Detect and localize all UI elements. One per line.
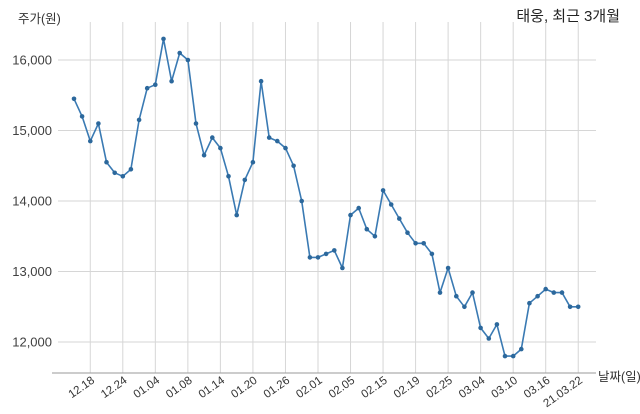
data-point-marker [323, 251, 329, 257]
data-point-marker [226, 174, 231, 179]
data-point-marker [291, 163, 296, 169]
data-point-marker [96, 121, 101, 126]
data-point-marker [470, 290, 475, 295]
data-point-marker [535, 293, 540, 299]
data-point-marker [315, 255, 321, 260]
data-point-marker [218, 145, 223, 151]
data-point-marker [234, 212, 239, 218]
data-point-marker [136, 117, 142, 123]
data-point-marker [567, 304, 573, 310]
data-point-marker [510, 353, 516, 359]
x-tick-label: 12.24 [99, 374, 130, 401]
data-point-marker [445, 265, 451, 271]
data-point-marker [478, 325, 483, 331]
data-point-marker [193, 121, 199, 126]
x-axis-title: 날짜(일) [598, 370, 640, 384]
data-point-marker [332, 248, 337, 253]
data-point-marker [79, 114, 85, 119]
data-point-marker [421, 241, 427, 246]
x-tick-label: 02.19 [392, 375, 422, 401]
x-tick-label: 01.04 [132, 374, 163, 401]
data-point-marker [242, 177, 248, 183]
y-tick-label: 12,000 [12, 335, 52, 350]
data-point-marker [437, 290, 443, 295]
data-point-marker [153, 82, 158, 87]
data-point-marker [413, 241, 418, 246]
data-point-marker [372, 234, 378, 239]
data-point-marker [250, 159, 256, 165]
data-point-marker [356, 205, 362, 211]
data-point-marker [104, 159, 109, 165]
data-point-marker [519, 346, 524, 352]
data-point-marker [112, 170, 117, 176]
data-point-marker [144, 85, 150, 91]
x-tick-label: 02.01 [294, 375, 324, 401]
data-point-marker [307, 255, 313, 260]
y-axis-title: 주가(원) [18, 12, 61, 26]
vertical-gridlines [89, 22, 579, 373]
data-point-marker [388, 202, 394, 207]
y-tick-label: 15,000 [12, 123, 52, 138]
data-point-marker [502, 353, 508, 359]
data-point-marker [128, 167, 134, 172]
data-point-marker [88, 138, 93, 144]
data-point-marker [169, 78, 174, 84]
data-point-marker [299, 198, 305, 204]
data-point-marker [348, 212, 353, 218]
x-tick-label: 03.04 [457, 374, 488, 401]
data-point-marker [364, 226, 370, 232]
x-tick-label: 01.20 [229, 375, 259, 401]
x-tick-label: 02.05 [327, 375, 357, 401]
y-tick-label: 13,000 [12, 264, 52, 279]
x-tick-label: 03.10 [489, 375, 519, 401]
y-tick-label: 16,000 [12, 53, 52, 68]
data-point-marker [454, 293, 459, 299]
x-tick-label: 01.26 [262, 375, 292, 401]
x-tick-label: 01.14 [197, 374, 228, 401]
data-point-marker [527, 300, 532, 306]
data-point-marker [283, 145, 288, 151]
x-tick-label: 02.25 [424, 375, 454, 401]
chart-title: 태웅, 최근 3개월 [516, 8, 620, 25]
data-point-marker [120, 174, 126, 179]
data-point-marker [275, 138, 280, 144]
data-point-marker [405, 230, 410, 235]
data-point-marker [543, 286, 548, 292]
data-point-marker [559, 290, 565, 295]
data-point-marker [340, 265, 345, 271]
x-tick-label: 02.15 [359, 375, 389, 401]
data-point-marker [429, 251, 435, 257]
data-point-marker [397, 216, 402, 221]
data-point-marker [201, 152, 207, 158]
price-series [71, 36, 581, 359]
data-point-marker [185, 57, 191, 63]
data-point-marker [462, 304, 467, 310]
data-point-marker [575, 304, 581, 310]
y-tick-labels: 12,000 13,000 14,000 15,000 16,000 [12, 53, 52, 350]
data-point-marker [486, 336, 492, 341]
data-point-marker [494, 322, 500, 327]
data-point-marker [71, 96, 77, 102]
data-point-marker [266, 135, 272, 140]
data-point-marker [380, 188, 386, 193]
data-point-marker [210, 135, 215, 140]
data-point-marker [258, 78, 264, 84]
data-point-marker [177, 50, 182, 56]
x-tick-label: 01.08 [164, 375, 194, 401]
x-tick-label: 12.18 [67, 375, 97, 401]
data-point-marker [551, 290, 557, 295]
y-tick-label: 14,000 [12, 194, 52, 209]
price-line [73, 38, 579, 357]
data-point-marker [161, 36, 166, 42]
x-tick-labels: 12.18 12.24 01.04 01.08 01.14 01.20 01.26 02.01… [67, 374, 585, 410]
horizontal-gridlines [58, 59, 596, 343]
